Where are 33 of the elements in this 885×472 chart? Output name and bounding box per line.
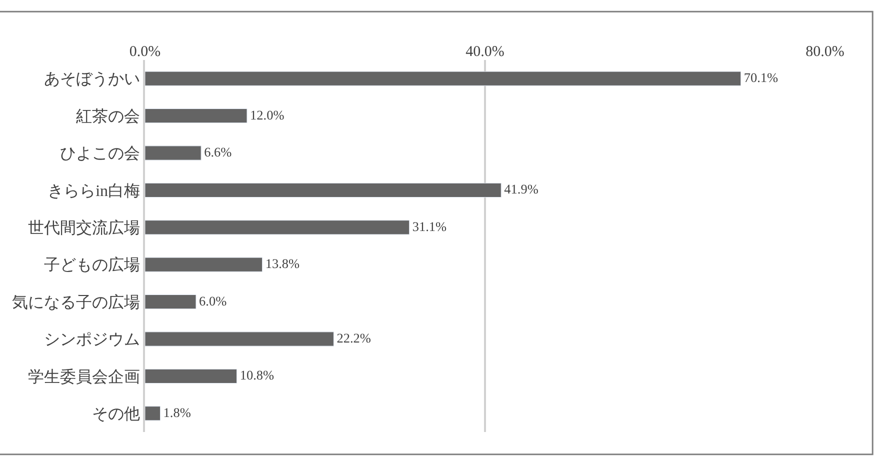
data-label: 22.2% (336, 330, 371, 346)
y-tick-label: 子どもの広場 (44, 256, 140, 274)
bar (145, 257, 263, 272)
bar (145, 294, 196, 310)
x-tick-label: 40.0% (466, 44, 504, 60)
bar (145, 368, 238, 384)
data-label: 70.1% (744, 70, 778, 86)
data-label: 6.6% (204, 144, 232, 160)
data-label: 13.8% (265, 256, 300, 272)
data-label: 12.0% (250, 107, 284, 122)
y-tick-label: シンポジウム (44, 332, 140, 349)
data-label: 41.9% (504, 182, 538, 197)
data-label: 10.8% (240, 368, 274, 383)
y-tick-label: その他 (92, 406, 140, 423)
bar (145, 220, 410, 235)
y-tick-label: きららin白梅 (48, 182, 140, 200)
bar (145, 108, 248, 124)
y-tick-label: あそぼうかい (44, 71, 140, 88)
y-tick-label: 世代間交流広場 (28, 219, 140, 237)
y-tick-label: 気になる子の広場 (12, 293, 140, 312)
bar (145, 182, 502, 198)
x-tick-label: 0.0% (129, 44, 161, 60)
y-tick-label: 紅茶の会 (76, 107, 140, 126)
data-label: 31.1% (412, 218, 447, 234)
bar (145, 146, 202, 160)
x-tick-label: 80.0% (806, 44, 844, 60)
y-tick-label: 学生委員会企画 (28, 368, 140, 386)
bar (145, 71, 742, 86)
y-tick-label: ひよこの会 (60, 146, 140, 163)
data-label: 1.8% (163, 404, 191, 420)
data-label: 6.0% (199, 293, 227, 308)
bar (145, 406, 161, 421)
bar (145, 332, 334, 346)
